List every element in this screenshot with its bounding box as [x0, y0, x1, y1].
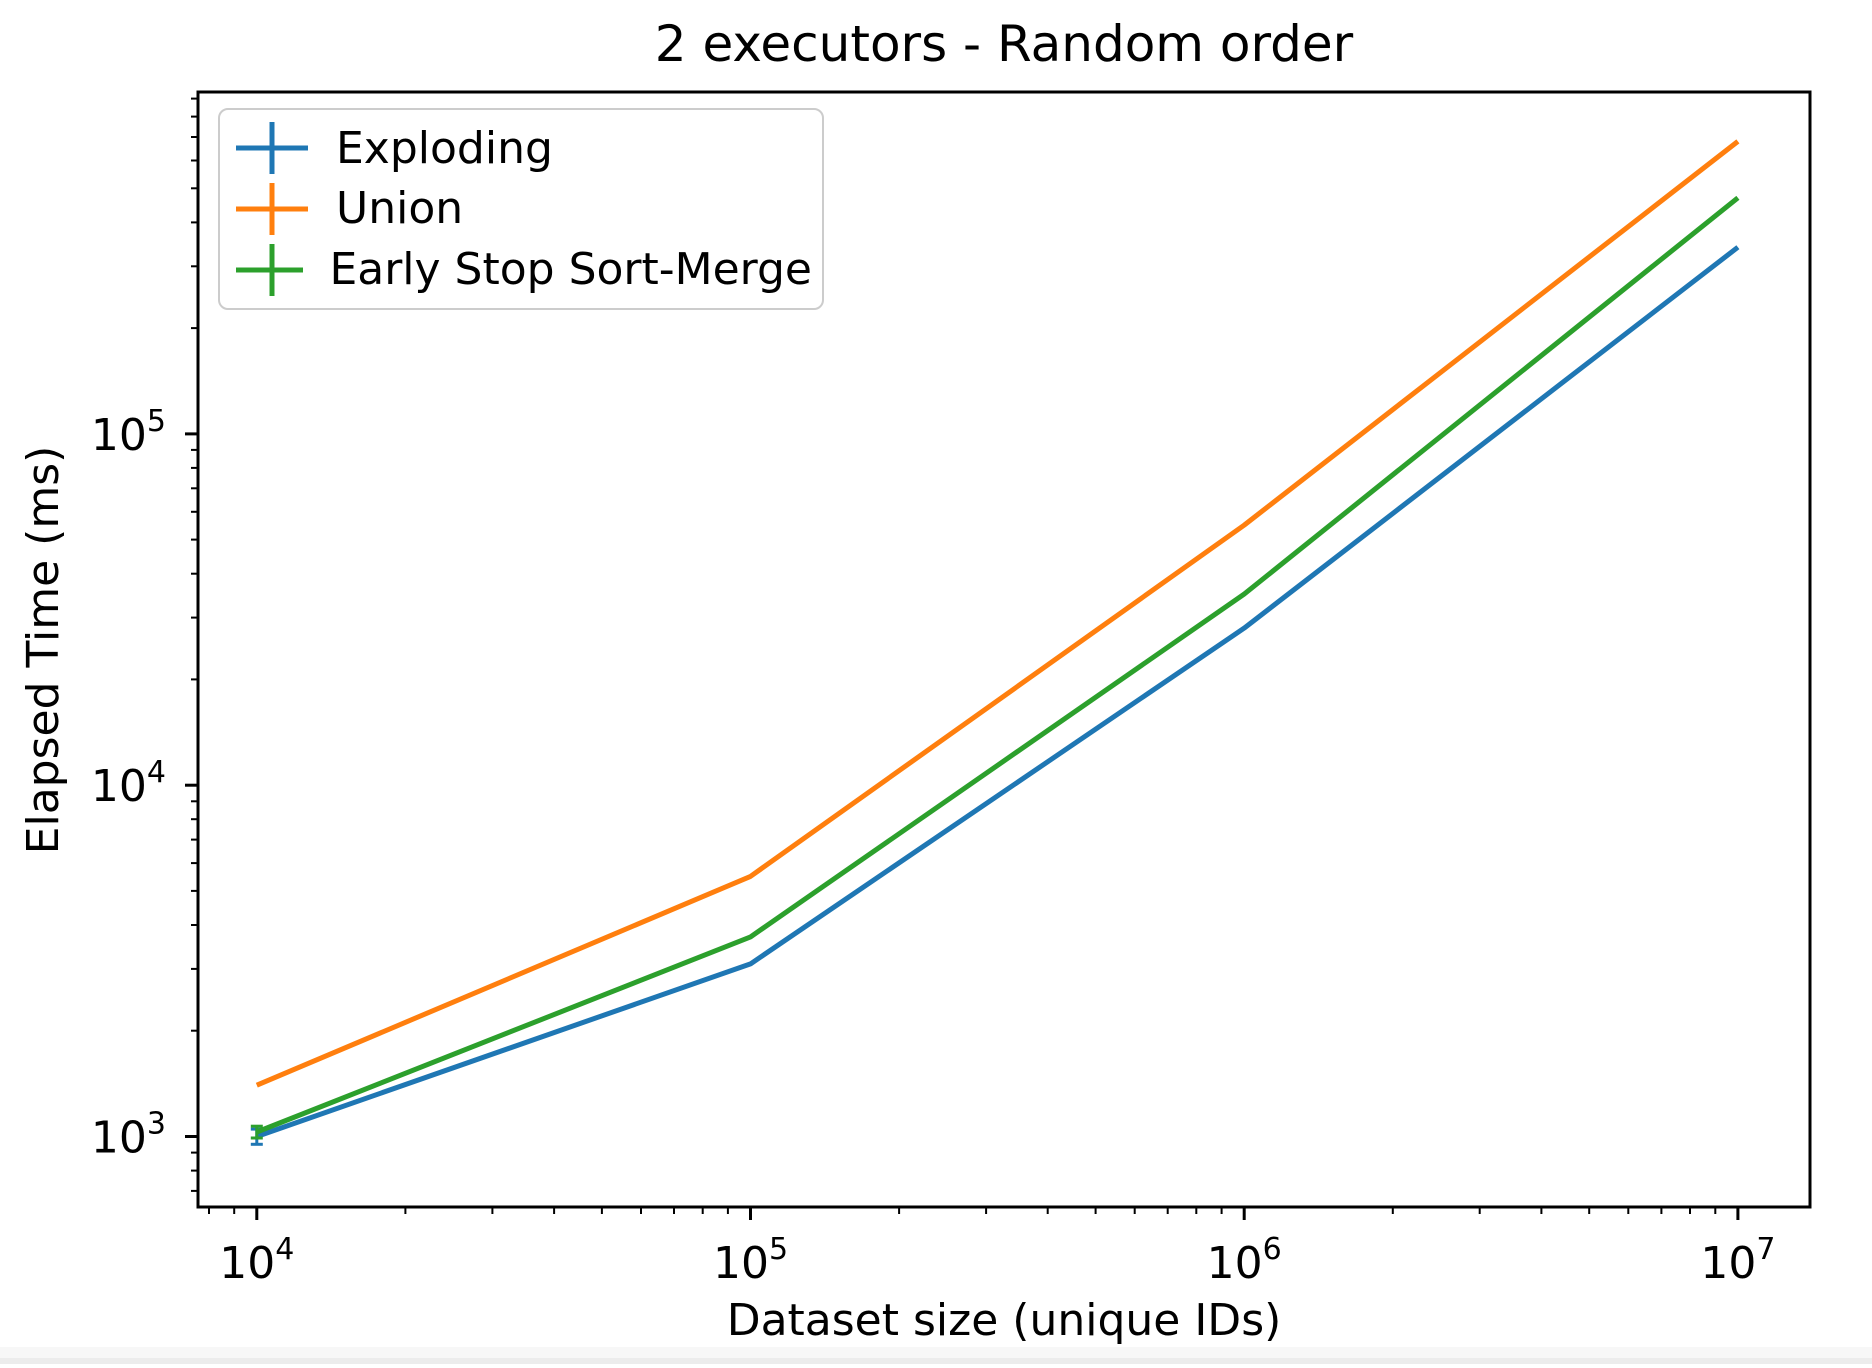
series-line-early-stop-sort-merge — [255, 195, 1740, 1135]
chart-title: 2 executors - Random order — [655, 15, 1354, 73]
window-bottom-edge — [0, 1358, 1872, 1364]
series-line-exploding — [255, 245, 1740, 1139]
x-tick-label: 105 — [713, 1232, 788, 1289]
y-tick-label: 104 — [91, 755, 166, 812]
legend-label: Exploding — [336, 122, 553, 174]
x-axis-label: Dataset size (unique IDs) — [727, 1295, 1282, 1346]
legend-item-early-stop-sort-merge: Early Stop Sort-Merge — [234, 240, 812, 300]
legend-item-exploding: Exploding — [234, 118, 812, 178]
legend-item-union: Union — [234, 179, 812, 239]
axes-and-series: 104 105 106 107 103 104 105 — [91, 90, 1812, 1289]
legend-label: Union — [336, 183, 464, 235]
error-bar-early-stop-sort-merge — [250, 1124, 263, 1140]
legend-errorbar-marker-icon — [236, 182, 308, 235]
legend: Exploding Union Early Stop Sort-Merge — [218, 108, 824, 310]
legend-errorbar-marker-icon — [236, 243, 304, 296]
x-tick-label: 107 — [1700, 1232, 1775, 1289]
x-tick-label: 104 — [219, 1232, 294, 1289]
legend-label: Early Stop Sort-Merge — [329, 244, 812, 296]
legend-errorbar-marker-icon — [236, 122, 308, 175]
window-bottom-strip — [0, 1347, 1872, 1358]
y-tick-label: 105 — [91, 404, 166, 461]
x-tick-label: 106 — [1207, 1232, 1282, 1289]
y-tick-label: 103 — [91, 1107, 166, 1164]
plot-border — [196, 90, 1812, 1209]
series-line-union — [255, 139, 1740, 1088]
y-axis-label: Elapsed Time (ms) — [18, 446, 69, 855]
